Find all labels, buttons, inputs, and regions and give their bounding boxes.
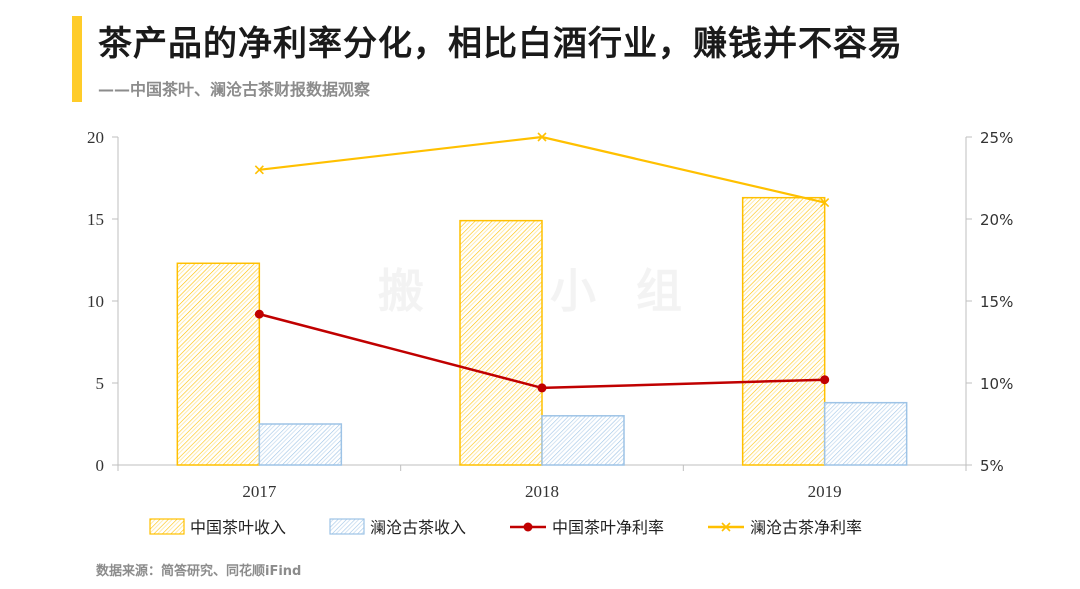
- legend-label: 中国茶叶净利率: [552, 518, 664, 537]
- legend-marker: [721, 522, 731, 532]
- bar-lancang-revenue: [541, 415, 625, 466]
- point-lancang-margin: [537, 132, 547, 142]
- point-cn-tea-margin: [820, 375, 830, 385]
- legend-cn-tea-margin: 中国茶叶净利率: [510, 518, 664, 537]
- y-tick-label-left: 5: [96, 374, 105, 393]
- line-lancang-margin: [259, 135, 825, 204]
- y-tick-label-left: 0: [96, 456, 105, 475]
- x-tick-label: 2017: [242, 482, 277, 501]
- legend-lancang-revenue: 澜沧古茶收入: [329, 518, 466, 537]
- legend-label: 中国茶叶收入: [190, 518, 286, 537]
- y-tick-label-right: 25%: [980, 129, 1013, 147]
- data-source: 数据来源：简答研究、同花顺iFind: [96, 564, 302, 579]
- legend-label: 澜沧古茶净利率: [750, 518, 862, 537]
- lines: [254, 132, 830, 393]
- bars: [176, 196, 908, 466]
- legend: 中国茶叶收入 澜沧古茶收入 中国茶叶净利率 澜沧古茶净利率: [149, 518, 862, 537]
- y-tick-label-right: 15%: [980, 293, 1013, 311]
- legend-lancang-margin: 澜沧古茶净利率: [708, 518, 862, 537]
- bar-cn-tea-revenue: [459, 219, 543, 466]
- labels: 0 5 10 15 20 5% 10% 15% 20% 25% 2017 2018 2019: [87, 128, 1013, 501]
- point-lancang-margin: [820, 198, 830, 208]
- point-cn-tea-margin: [254, 309, 264, 319]
- y-tick-label-right: 10%: [980, 375, 1013, 393]
- legend-marker: [523, 522, 533, 532]
- x-tick-label: 2019: [808, 482, 842, 501]
- y-tick-label-left: 10: [87, 292, 104, 311]
- y-tick-label-left: 15: [87, 210, 104, 229]
- y-tick-label-right: 20%: [980, 211, 1013, 229]
- bar-cn-tea-revenue: [741, 196, 826, 466]
- y-tick-label-left: 20: [87, 128, 104, 147]
- page-subtitle: ——中国茶叶、澜沧古茶财报数据观察: [98, 80, 371, 99]
- x-tick-label: 2018: [525, 482, 559, 501]
- page-title: 茶产品的净利率分化，相比白酒行业，赚钱并不容易: [98, 24, 903, 64]
- y-tick-label-right: 5%: [980, 457, 1004, 475]
- legend-swatch: [149, 518, 185, 535]
- bar-cn-tea-revenue: [176, 262, 261, 466]
- bar-lancang-revenue: [823, 401, 908, 466]
- bar-lancang-revenue: [258, 423, 343, 466]
- legend-swatch: [329, 518, 365, 535]
- title-accent-bar: [72, 16, 82, 102]
- point-lancang-margin: [254, 165, 264, 175]
- point-cn-tea-margin: [537, 383, 547, 393]
- legend-cn-tea-revenue: 中国茶叶收入: [149, 518, 286, 537]
- legend-label: 澜沧古茶收入: [370, 518, 466, 537]
